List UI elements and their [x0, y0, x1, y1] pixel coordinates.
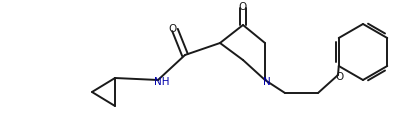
Text: O: O [238, 2, 247, 12]
Text: N: N [263, 77, 270, 87]
Text: O: O [335, 72, 343, 82]
Text: O: O [169, 24, 177, 34]
Text: NH: NH [154, 77, 169, 87]
